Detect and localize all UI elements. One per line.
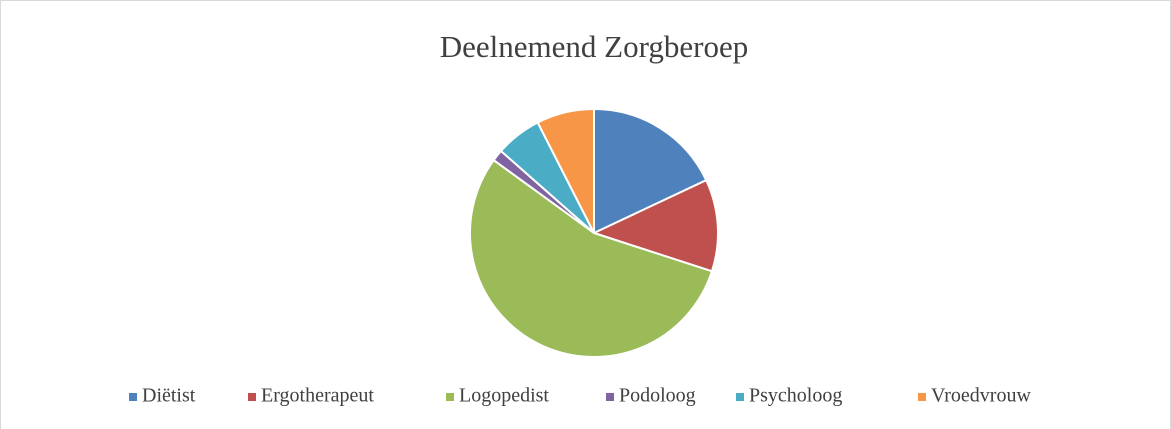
legend-label: Psycholoog [749, 385, 842, 407]
legend-label: Vroedvrouw [931, 385, 1031, 407]
legend-marker [248, 393, 256, 401]
pie-slice [593, 107, 708, 235]
pie-slice [469, 158, 714, 358]
legend-marker [606, 393, 614, 401]
chart-title: Deelnemend Zorgberoep [440, 29, 748, 64]
legend-label: Ergotherapeut [261, 385, 374, 407]
legend-marker [918, 393, 926, 401]
legend-label: Podoloog [619, 385, 696, 407]
legend-marker [736, 393, 744, 401]
legend-marker [129, 393, 137, 401]
legend-label: Logopedist [459, 385, 549, 407]
legend-label: Diëtist [142, 385, 196, 407]
pie-slice [536, 107, 595, 234]
legend-marker [446, 393, 454, 401]
pie-slice [591, 178, 719, 273]
